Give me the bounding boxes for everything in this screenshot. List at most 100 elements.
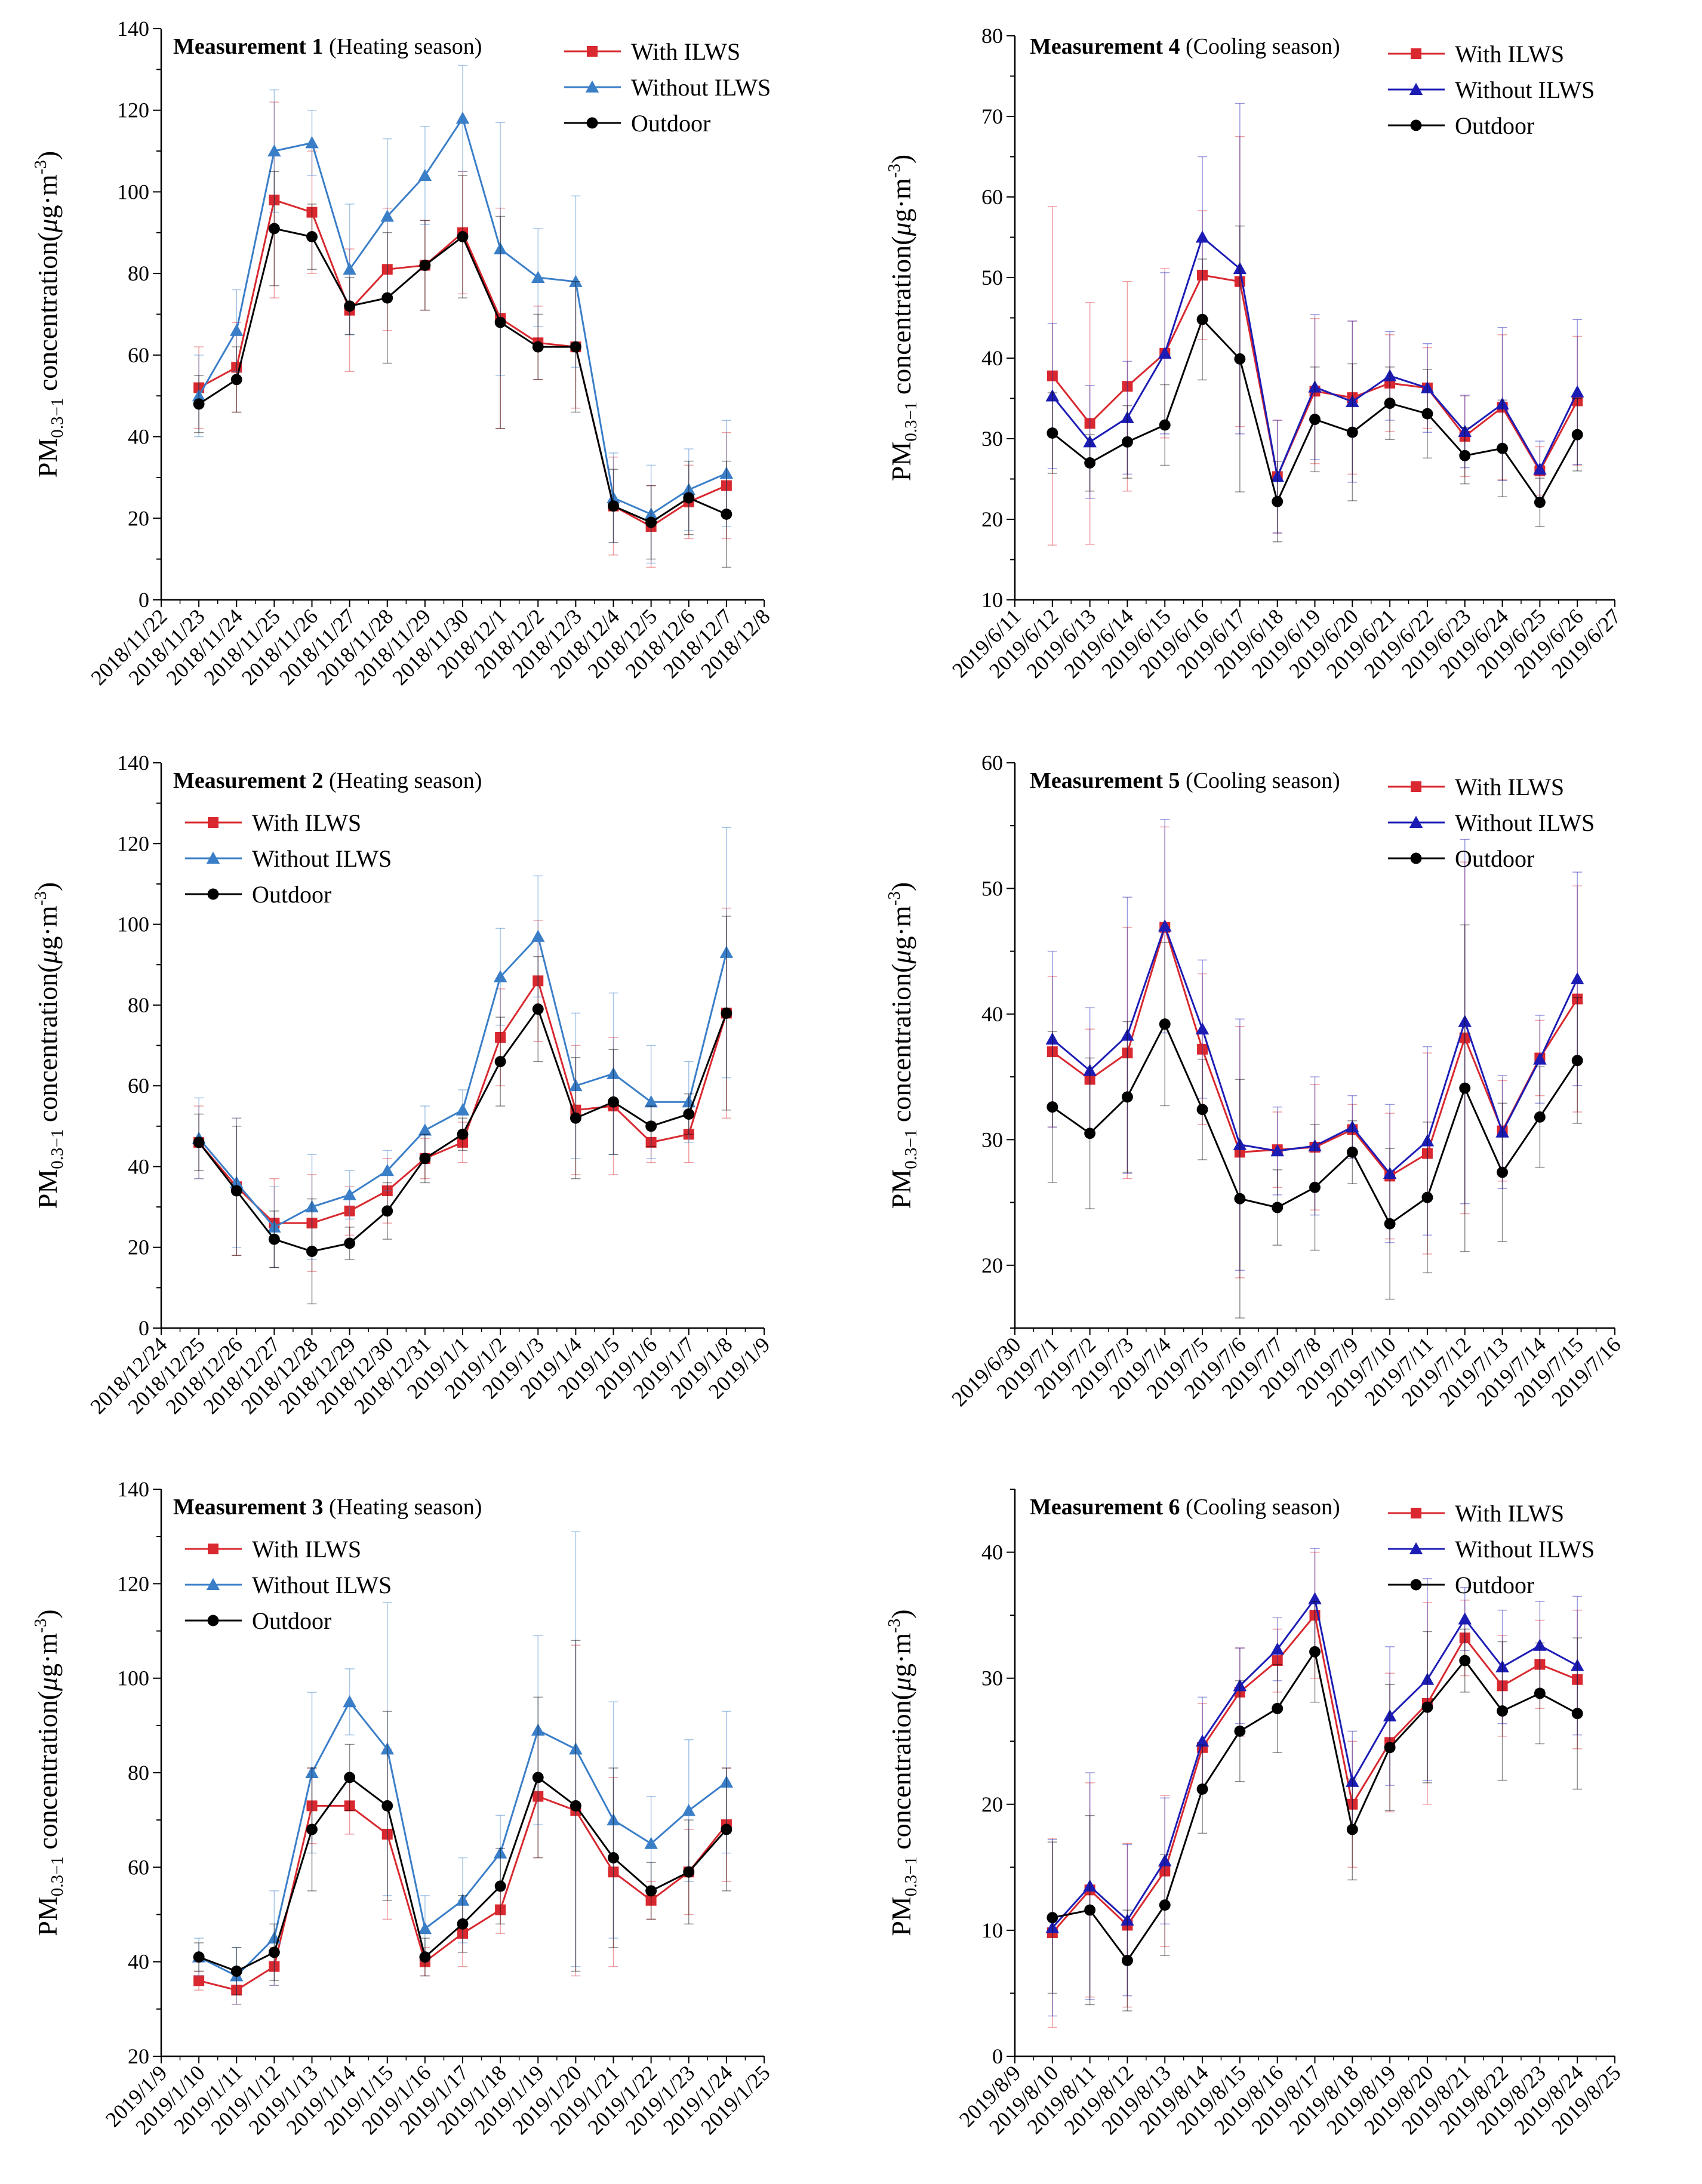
- data-point: [418, 1922, 432, 1935]
- data-point: [608, 500, 619, 512]
- ylabel-middle: concentration(: [886, 963, 916, 1129]
- y-tick-label: 60: [981, 751, 1003, 775]
- data-point: [1233, 1679, 1247, 1692]
- data-point: [305, 136, 319, 149]
- data-point: [721, 480, 732, 491]
- data-point: [1309, 1181, 1321, 1193]
- ylabel-exponent: -3: [885, 164, 904, 178]
- data-point: [1045, 1032, 1060, 1045]
- data-point: [1272, 1702, 1284, 1714]
- data-point: [267, 1220, 281, 1233]
- y-tick-label: 120: [117, 98, 149, 122]
- legend: With ILWS Without ILWS Outdoor: [564, 38, 771, 137]
- data-point: [1459, 1032, 1470, 1043]
- data-point: [455, 1103, 470, 1116]
- data-point: [457, 1128, 469, 1140]
- legend-label: Outdoor: [1455, 1572, 1534, 1598]
- y-tick-label: 10: [981, 588, 1003, 612]
- legend-marker: [1409, 815, 1423, 828]
- data-point: [721, 509, 732, 520]
- legend-label: With ILWS: [1455, 774, 1564, 800]
- legend: With ILWS Without ILWS Outdoor: [185, 1536, 392, 1634]
- data-point: [380, 210, 394, 222]
- data-point: [1459, 449, 1471, 461]
- data-point: [267, 144, 281, 157]
- data-point: [268, 1946, 280, 1958]
- y-tick-label: 80: [128, 261, 149, 285]
- data-point: [1534, 1111, 1546, 1123]
- ylabel-close: ): [886, 155, 916, 164]
- legend-marker: [206, 1578, 220, 1590]
- data-point: [380, 1163, 394, 1176]
- data-point: [569, 275, 583, 287]
- panel-title-rest: (Cooling season): [1180, 1495, 1340, 1520]
- data-point: [1233, 1138, 1247, 1150]
- data-point: [1497, 442, 1509, 454]
- data-point: [1270, 1642, 1284, 1655]
- data-point: [1421, 1148, 1433, 1159]
- ylabel-close: ): [32, 151, 63, 160]
- data-point: [1197, 269, 1208, 281]
- series-outdoor: [1047, 924, 1583, 1319]
- data-point: [608, 1096, 619, 1108]
- ylabel-middle: concentration(: [32, 963, 63, 1129]
- data-point: [305, 1766, 319, 1778]
- data-point: [306, 1246, 318, 1257]
- ylabel-close: ): [886, 1609, 916, 1618]
- data-point: [230, 324, 244, 336]
- y-tick-label: 120: [117, 1572, 149, 1595]
- data-point: [1084, 418, 1095, 429]
- data-point: [494, 316, 506, 328]
- data-point: [1346, 1120, 1359, 1133]
- data-point: [306, 1800, 318, 1812]
- data-point: [1084, 457, 1096, 469]
- data-point: [532, 1003, 544, 1015]
- data-point: [645, 1136, 657, 1148]
- y-tick-label: 20: [128, 506, 149, 530]
- data-point: [533, 975, 544, 987]
- panel-title-rest: (Cooling season): [1180, 34, 1340, 59]
- data-point: [230, 1185, 242, 1197]
- data-point: [1158, 346, 1172, 359]
- data-point: [493, 242, 507, 255]
- data-point: [1233, 261, 1247, 275]
- data-point: [1234, 1193, 1246, 1205]
- data-point: [381, 264, 393, 275]
- data-point: [381, 1828, 393, 1840]
- data-point: [306, 1218, 318, 1229]
- data-point: [1421, 408, 1433, 420]
- data-point: [381, 1205, 393, 1217]
- panel-title-bold: Measurement 4: [1030, 34, 1180, 59]
- data-point: [682, 483, 695, 495]
- data-point: [1384, 398, 1396, 409]
- data-point: [1159, 1018, 1171, 1030]
- legend-marker: [587, 46, 598, 57]
- data-point: [343, 1188, 356, 1200]
- data-point: [1309, 1646, 1321, 1658]
- y-axis-title: PM0.3−1 concentration(μg·m-3): [885, 1609, 921, 1936]
- panel-title-rest: (Cooling season): [1180, 768, 1340, 793]
- ylabel-mu: μ: [886, 222, 916, 236]
- data-point: [455, 1893, 470, 1906]
- panel-title: Measurement 2 (Heating season): [173, 768, 482, 793]
- data-point: [419, 1153, 431, 1165]
- data-point: [1083, 1879, 1097, 1892]
- data-point: [1196, 1104, 1208, 1116]
- y-tick-label: 40: [981, 346, 1003, 370]
- y-tick-label: 60: [128, 1074, 149, 1098]
- data-point: [192, 389, 206, 402]
- y-tick-label: 0: [992, 2044, 1003, 2068]
- data-point: [1497, 1705, 1509, 1717]
- data-point: [531, 1723, 545, 1736]
- data-point: [381, 1185, 393, 1197]
- y-tick-label: 80: [128, 993, 149, 1017]
- y-tick-label: 140: [117, 751, 149, 775]
- data-point: [1308, 1139, 1322, 1151]
- y-tick-label: 80: [128, 1761, 149, 1785]
- data-point: [1308, 380, 1322, 393]
- chart-panel-5: 20304050602019/6/302019/7/12019/7/22019/…: [885, 751, 1626, 1411]
- panel-title-rest: (Heating season): [324, 768, 482, 793]
- ylabel-middle: concentration(: [32, 1691, 63, 1856]
- data-point: [1308, 1592, 1322, 1604]
- data-point: [343, 263, 356, 275]
